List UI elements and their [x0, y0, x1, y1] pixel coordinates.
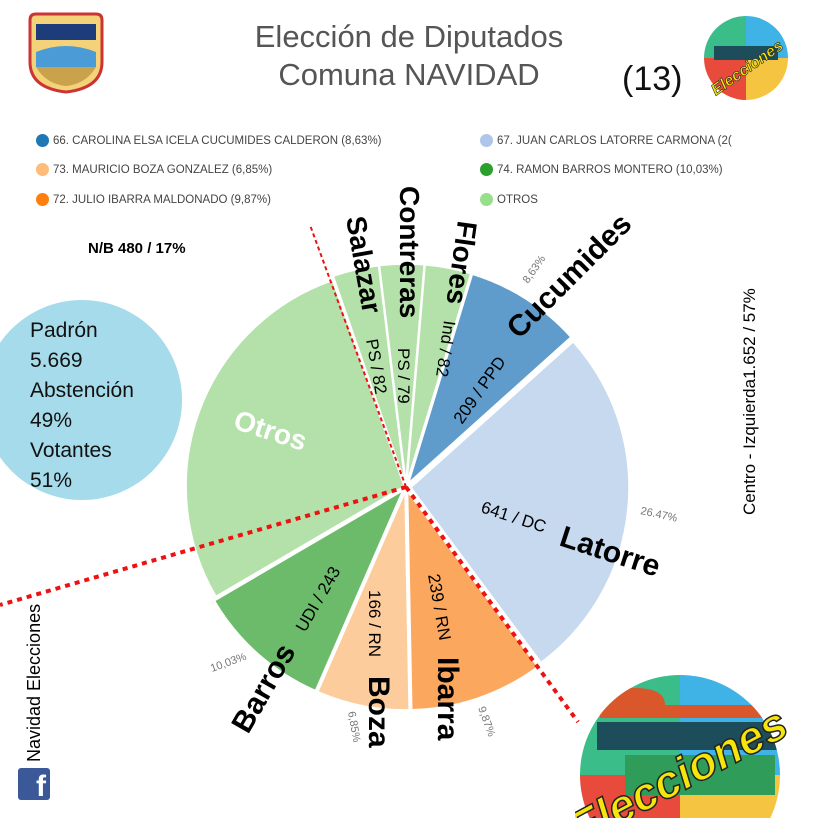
label-contreras: Contreras [394, 186, 425, 318]
legend-label: 72. JULIO IBARRA MALDONADO (9,87%) [53, 193, 271, 206]
legend-dot [480, 193, 493, 206]
facebook-icon[interactable]: f [18, 768, 50, 800]
legend-dot [480, 134, 493, 147]
legend-dot [480, 163, 493, 176]
elecciones-small-logo: Elecciones [700, 12, 792, 104]
pie-slice-boza[interactable] [316, 491, 410, 711]
chart-number: (13) [622, 60, 683, 98]
abstencion-label: Abstención [30, 379, 134, 402]
legend-label: 67. JUAN CARLOS LATORRE CARMONA (2( [497, 134, 732, 147]
legend-dot [36, 163, 49, 176]
pie-slice-salazar[interactable] [332, 264, 406, 483]
label-boza: Boza [362, 676, 395, 748]
legend-dot [36, 193, 49, 206]
pct-latorre: 26.47% [639, 505, 678, 525]
legend-item-boza[interactable]: 73. MAURICIO BOZA GONZALEZ (6,85%) [36, 163, 272, 176]
legend-label: OTROS [497, 193, 538, 206]
bloc-divider-lines [0, 224, 580, 724]
legend-item-latorre[interactable]: 67. JUAN CARLOS LATORRE CARMONA (2( [480, 134, 780, 147]
pct-ibarra: 9,87% [475, 705, 497, 739]
pie-slice-otros[interactable] [185, 279, 406, 598]
title-line-2: Comuna NAVIDAD [278, 57, 540, 92]
title-line-1: Elección de Diputados [254, 19, 564, 54]
pct-boza: 6,85% [345, 710, 362, 743]
pie-slice-latorre[interactable] [409, 340, 630, 664]
legend-item-otros[interactable]: OTROS [480, 193, 538, 206]
detail-boza: 166 / RN [365, 590, 384, 657]
pie-slice-contreras[interactable] [378, 263, 425, 483]
legend-label: 73. MAURICIO BOZA GONZALEZ (6,85%) [53, 163, 273, 176]
legend-item-ibarra[interactable]: 72. JULIO IBARRA MALDONADO (9,87%) [36, 193, 271, 206]
pie-slice-barros[interactable] [213, 488, 405, 692]
votantes-label: Votantes [30, 439, 112, 462]
abstencion-value: 49% [30, 409, 73, 432]
legend-label: 74. RAMON BARROS MONTERO (10,03%) [497, 163, 723, 176]
pct-barros: 10,03% [209, 651, 248, 675]
crest-logo [26, 12, 106, 94]
legend-item-cucumides[interactable]: 66. CAROLINA ELSA ICELA CUCUMIDES CALDER… [36, 134, 382, 147]
elecciones-big-logo: Elecciones [575, 670, 818, 818]
centro-izquierda-vertical: Centro - Izquierda1.652 / 57% [740, 288, 759, 515]
pie-slice-flores[interactable] [406, 264, 472, 483]
legend-item-barros[interactable]: 74. RAMON BARROS MONTERO (10,03%) [480, 163, 723, 176]
padron-value: 5.669 [30, 349, 83, 372]
padron-circle: Padrón 5.669 Abstención 49% Votantes 51% [0, 300, 182, 500]
pie-slice-cucumides[interactable] [407, 273, 572, 486]
padron-label: Padrón [30, 319, 98, 342]
detail-contreras: PS / 79 [394, 348, 413, 404]
label-cucumides: Cucumides [501, 207, 639, 345]
legend-dot [36, 134, 49, 147]
chart-title: Elección de Diputados Comuna NAVIDAD [0, 18, 818, 94]
null-blank-votes: N/B 480 / 17% [88, 240, 186, 257]
legend-label: 66. CAROLINA ELSA ICELA CUCUMIDES CALDER… [53, 134, 382, 147]
votantes-value: 51% [30, 469, 73, 492]
label-ibarra: Ibarra [431, 657, 464, 741]
navidad-elecciones-vertical: Navidad Elecciones [24, 603, 44, 762]
pie-slice-ibarra[interactable] [406, 489, 539, 711]
